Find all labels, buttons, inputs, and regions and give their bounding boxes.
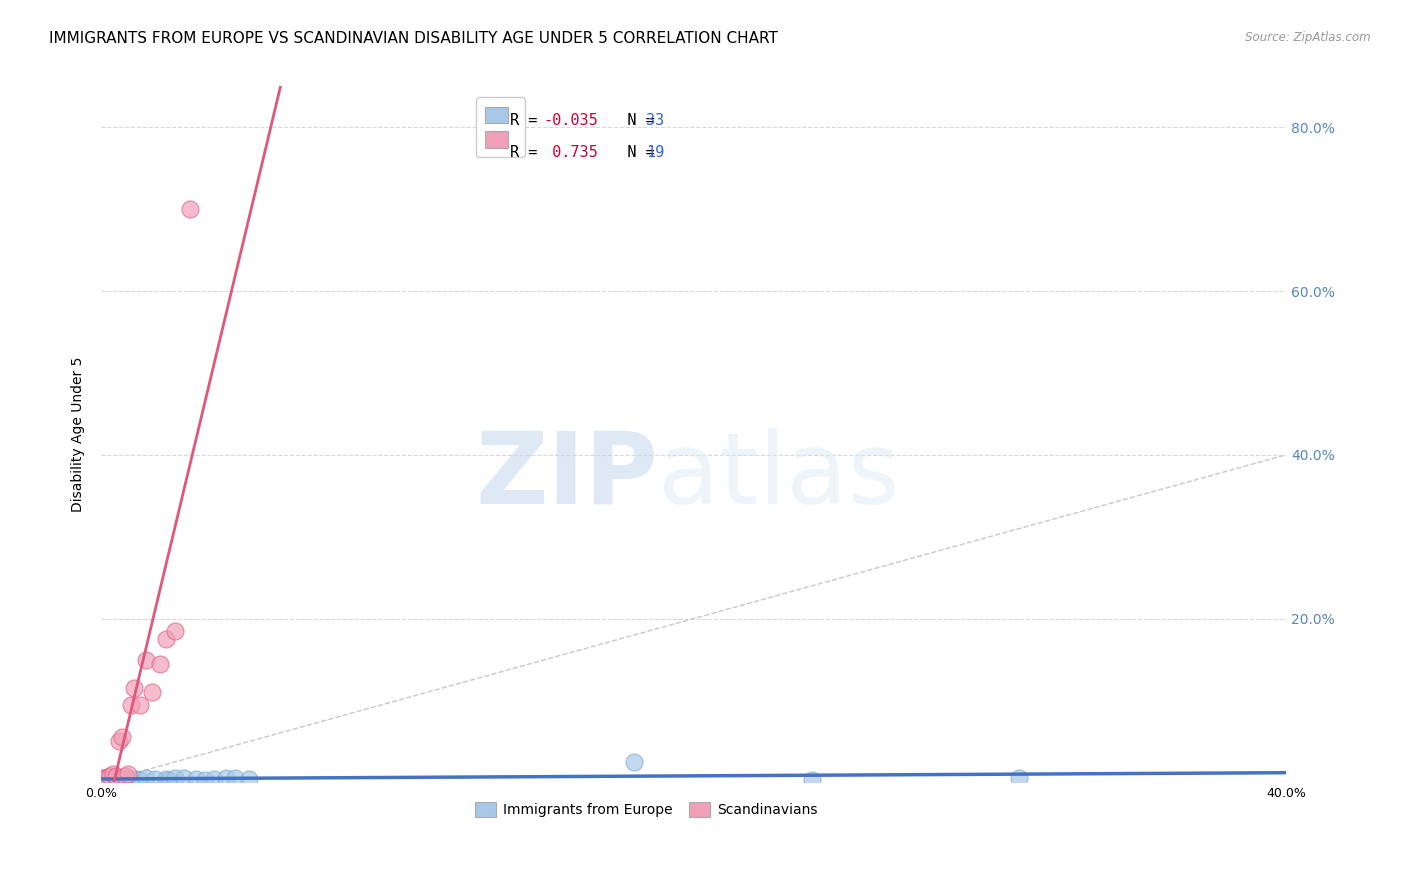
- Point: [108, 771, 131, 785]
- Point: [122, 681, 145, 696]
- Text: IMMIGRANTS FROM EUROPE VS SCANDINAVIAN DISABILITY AGE UNDER 5 CORRELATION CHART: IMMIGRANTS FROM EUROPE VS SCANDINAVIAN D…: [49, 31, 778, 46]
- Text: -0.035: -0.035: [543, 113, 598, 128]
- Point: [179, 202, 201, 217]
- Point: [202, 772, 225, 786]
- Point: [105, 769, 128, 783]
- Point: [184, 772, 207, 786]
- Y-axis label: Disability Age Under 5: Disability Age Under 5: [72, 357, 86, 512]
- Point: [105, 771, 128, 785]
- Point: [120, 772, 142, 786]
- Point: [214, 771, 236, 785]
- Point: [93, 771, 115, 785]
- Text: R =: R =: [510, 113, 547, 128]
- Point: [125, 772, 148, 786]
- Point: [96, 771, 118, 785]
- Point: [105, 772, 128, 786]
- Text: atlas: atlas: [658, 427, 900, 524]
- Text: 19: 19: [647, 145, 665, 160]
- Point: [108, 772, 131, 787]
- Point: [98, 772, 121, 786]
- Point: [801, 772, 824, 787]
- Text: 0.735: 0.735: [543, 145, 598, 160]
- Point: [111, 731, 134, 745]
- Point: [101, 772, 124, 787]
- Legend: Immigrants from Europe, Scandinavians: Immigrants from Europe, Scandinavians: [468, 796, 824, 824]
- Point: [141, 685, 163, 699]
- Point: [194, 772, 217, 787]
- Text: N =: N =: [600, 145, 664, 160]
- Text: ZIP: ZIP: [475, 427, 658, 524]
- Text: 33: 33: [647, 113, 665, 128]
- Point: [165, 624, 187, 638]
- Point: [98, 771, 121, 785]
- Point: [135, 771, 157, 785]
- Point: [128, 772, 150, 787]
- Point: [114, 772, 136, 787]
- Point: [93, 771, 115, 785]
- Point: [117, 767, 139, 781]
- Text: Source: ZipAtlas.com: Source: ZipAtlas.com: [1246, 31, 1371, 45]
- Point: [120, 698, 142, 712]
- Point: [96, 771, 118, 785]
- Point: [96, 772, 118, 787]
- Point: [623, 755, 645, 769]
- Point: [155, 772, 177, 786]
- Point: [149, 657, 172, 671]
- Point: [224, 771, 246, 785]
- Point: [128, 698, 150, 712]
- Point: [143, 772, 166, 786]
- Point: [135, 652, 157, 666]
- Point: [238, 772, 260, 786]
- Point: [114, 769, 136, 783]
- Point: [101, 767, 124, 781]
- Text: N =: N =: [600, 113, 664, 128]
- Point: [93, 772, 115, 786]
- Point: [157, 772, 180, 787]
- Point: [108, 734, 131, 748]
- Point: [93, 772, 115, 786]
- Point: [155, 632, 177, 646]
- Point: [117, 771, 139, 785]
- Point: [101, 771, 124, 785]
- Point: [111, 772, 134, 786]
- Point: [173, 771, 195, 785]
- Point: [165, 771, 187, 785]
- Point: [1008, 771, 1031, 785]
- Point: [98, 769, 121, 783]
- Text: R =: R =: [510, 145, 547, 160]
